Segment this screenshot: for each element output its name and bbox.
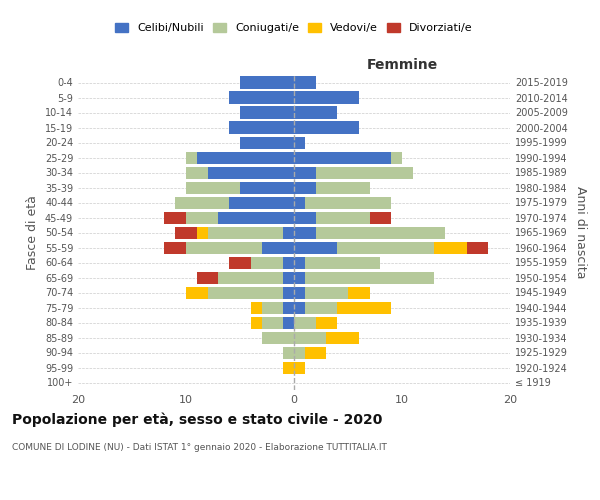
Bar	[316, 212, 370, 224]
Text: Femmine: Femmine	[367, 58, 437, 72]
Bar	[251, 316, 262, 328]
Bar	[186, 166, 208, 178]
Bar	[294, 92, 359, 104]
Bar	[294, 256, 305, 268]
Bar	[164, 212, 186, 224]
Bar	[262, 316, 283, 328]
Bar	[229, 256, 251, 268]
Bar	[337, 242, 434, 254]
Bar	[283, 256, 294, 268]
Bar	[251, 302, 262, 314]
Bar	[337, 302, 391, 314]
Bar	[197, 272, 218, 283]
Bar	[262, 302, 283, 314]
Bar	[294, 152, 391, 164]
Bar	[218, 212, 294, 224]
Y-axis label: Anni di nascita: Anni di nascita	[574, 186, 587, 279]
Text: Popolazione per età, sesso e stato civile - 2020: Popolazione per età, sesso e stato civil…	[12, 412, 382, 427]
Bar	[370, 212, 391, 224]
Bar	[294, 362, 305, 374]
Bar	[208, 226, 283, 238]
Bar	[316, 166, 413, 178]
Bar	[283, 272, 294, 283]
Bar	[186, 212, 218, 224]
Bar	[294, 106, 337, 118]
Bar	[294, 226, 316, 238]
Bar	[229, 92, 294, 104]
Bar	[316, 316, 337, 328]
Bar	[229, 122, 294, 134]
Bar	[294, 302, 305, 314]
Bar	[326, 332, 359, 344]
Text: COMUNE DI LODINE (NU) - Dati ISTAT 1° gennaio 2020 - Elaborazione TUTTITALIA.IT: COMUNE DI LODINE (NU) - Dati ISTAT 1° ge…	[12, 442, 387, 452]
Bar	[294, 212, 316, 224]
Bar	[316, 226, 445, 238]
Bar	[283, 316, 294, 328]
Bar	[175, 226, 197, 238]
Bar	[294, 136, 305, 148]
Bar	[262, 242, 294, 254]
Bar	[316, 182, 370, 194]
Bar	[467, 242, 488, 254]
Bar	[164, 242, 186, 254]
Bar	[283, 302, 294, 314]
Bar	[283, 226, 294, 238]
Bar	[262, 332, 294, 344]
Bar	[283, 286, 294, 298]
Bar	[294, 316, 316, 328]
Bar	[294, 166, 316, 178]
Bar	[229, 196, 294, 208]
Bar	[218, 272, 283, 283]
Bar	[305, 272, 434, 283]
Bar	[251, 256, 283, 268]
Bar	[186, 286, 208, 298]
Bar	[186, 182, 240, 194]
Bar	[434, 242, 467, 254]
Bar	[283, 346, 294, 358]
Bar	[197, 152, 294, 164]
Bar	[305, 286, 348, 298]
Bar	[391, 152, 402, 164]
Y-axis label: Fasce di età: Fasce di età	[26, 195, 39, 270]
Bar	[294, 286, 305, 298]
Bar	[240, 136, 294, 148]
Legend: Celibi/Nubili, Coniugati/e, Vedovi/e, Divorziati/e: Celibi/Nubili, Coniugati/e, Vedovi/e, Di…	[111, 18, 477, 38]
Bar	[348, 286, 370, 298]
Bar	[186, 242, 262, 254]
Bar	[294, 76, 316, 88]
Bar	[283, 362, 294, 374]
Bar	[294, 346, 305, 358]
Bar	[186, 152, 197, 164]
Bar	[240, 106, 294, 118]
Bar	[305, 256, 380, 268]
Bar	[208, 166, 294, 178]
Bar	[294, 196, 305, 208]
Bar	[197, 226, 208, 238]
Bar	[240, 76, 294, 88]
Bar	[294, 332, 326, 344]
Bar	[294, 122, 359, 134]
Bar	[294, 182, 316, 194]
Bar	[175, 196, 229, 208]
Bar	[208, 286, 283, 298]
Bar	[305, 346, 326, 358]
Bar	[294, 272, 305, 283]
Bar	[294, 242, 337, 254]
Bar	[305, 302, 337, 314]
Bar	[305, 196, 391, 208]
Bar	[240, 182, 294, 194]
